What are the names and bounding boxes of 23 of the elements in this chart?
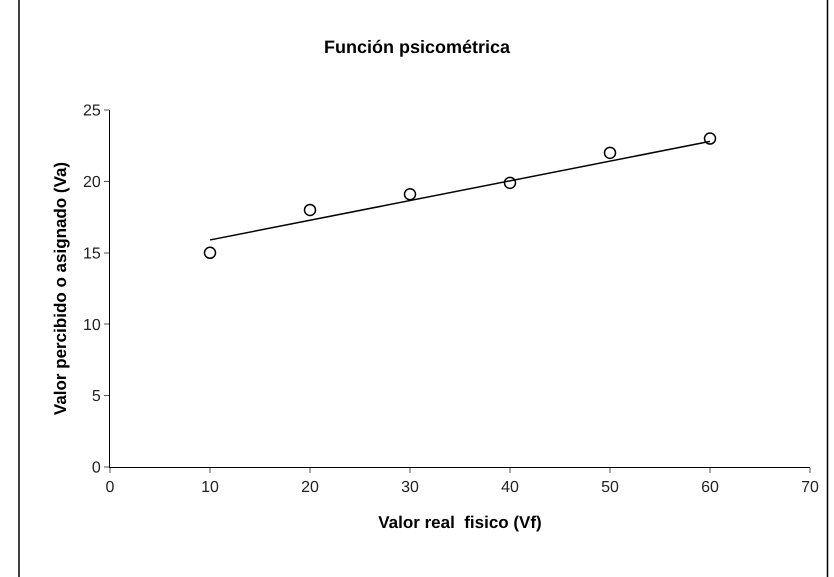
x-tick-label: 60 [701,479,719,496]
y-tick-label: 0 [92,460,101,477]
y-tick-label: 25 [83,102,101,120]
x-tick-label: 70 [801,479,819,496]
y-axis-title: Valor percibido o asignado (Va) [51,162,70,416]
x-tick-label: 0 [106,479,115,496]
x-tick-label: 20 [301,479,319,496]
point [704,132,716,145]
x-tick-label: 50 [601,479,619,496]
y-tick-label: 10 [83,316,101,334]
point [504,176,516,190]
x-axis-title: Valor real fisico (Vf) [378,513,542,532]
y-tick-label: 15 [83,245,101,262]
x-tick-label: 10 [201,479,219,496]
point [204,246,216,260]
chart-title: Función psicométrica [324,36,512,57]
x-tick-label: 30 [401,479,419,496]
point [604,146,616,160]
y-tick-label: 20 [83,174,101,191]
point [304,204,316,216]
point [404,188,416,200]
x-tick-label: 40 [501,479,519,496]
y-tick-label: 5 [92,388,101,406]
